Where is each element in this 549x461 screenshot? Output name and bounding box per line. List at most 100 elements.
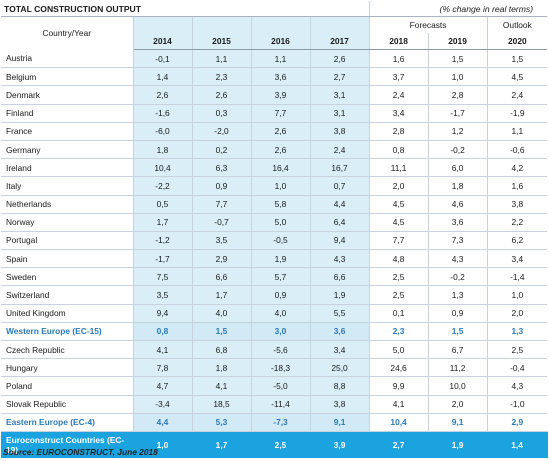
value-cell: 1,0 [251,176,311,196]
value-cell: 3,1 [310,104,370,123]
value-cell: 3,9 [251,85,311,105]
value-cell: 4,0 [192,304,252,323]
table-row: Germany 1,8 0,2 2,6 2,4 0,8 -0,2 -0,6 [1,140,548,160]
value-cell: 0,9 [251,285,311,305]
country-name: Czech Republic [1,340,134,360]
value-cell: 1,1 [487,122,548,141]
table-row: Slovak Republic -3,4 18,5 -11,4 3,8 4,1 2,0 -1,… [1,395,548,414]
value-cell: 3,6 [428,213,488,232]
value-cell: 1,9 [428,431,488,458]
value-cell: 3,6 [310,322,370,342]
value-cell: -5,6 [251,340,311,360]
value-cell: 24,6 [369,358,429,378]
value-cell: 2,0 [369,176,429,196]
table-row: France -6,0 -2,0 2,6 3,8 2,8 1,2 1,1 [1,122,548,141]
value-cell: 2,6 [192,85,252,105]
region-row: Western Europe (EC-15) 0,8 1,5 3,0 3,6 2,3 1,5… [1,322,548,342]
value-cell: 1,5 [487,49,548,69]
table-row: Denmark 2,6 2,6 3,9 3,1 2,4 2,8 2,4 [1,85,548,105]
value-cell: 3,0 [251,322,311,342]
value-cell: 0,9 [192,176,252,196]
value-cell: 16,4 [251,158,311,178]
value-cell: -0,7 [192,213,252,232]
table-row: Czech Republic 4,1 6,8 -5,6 3,4 5,0 6,7 2,5 [1,340,548,360]
country-name: Austria [1,49,134,69]
value-cell: 4,1 [192,376,252,396]
value-cell: 3,4 [310,340,370,360]
value-cell: -0,1 [133,49,193,69]
value-cell: 4,5 [369,213,429,232]
value-cell: 4,3 [428,249,488,269]
value-cell: 3,6 [251,67,311,87]
value-cell: 2,4 [310,140,370,160]
country-name: Ireland [1,158,134,178]
value-cell: 1,8 [192,358,252,378]
value-cell: 4,2 [487,158,548,178]
table-row: Ireland 10,4 6,3 16,4 16,7 11,1 6,0 4,2 [1,158,548,178]
year-header: 2017 [310,33,370,50]
value-cell: 5,5 [310,304,370,323]
value-cell: 2,0 [487,304,548,323]
country-name: Belgium [1,67,134,87]
value-cell: 1,7 [192,285,252,305]
value-cell: 7,7 [251,104,311,123]
value-cell: 4,1 [369,395,429,414]
value-cell: 3,8 [487,195,548,214]
value-cell: 2,4 [369,85,429,105]
header-row-2: 2014 2015 2016 2017 2018 2019 2020 [1,33,548,50]
value-cell: 9,9 [369,376,429,396]
value-cell: 6,4 [310,213,370,232]
value-cell: 2,6 [251,122,311,141]
value-cell: 4,4 [310,195,370,214]
value-cell: 7,7 [369,231,429,251]
value-cell: 1,3 [428,285,488,305]
value-cell: 1,4 [133,67,193,87]
value-cell: 1,0 [428,67,488,87]
year-header: 2020 [487,33,548,50]
value-cell: -0,6 [487,140,548,160]
value-cell: 0,7 [310,176,370,196]
table-row: Switzerland 3,5 1,7 0,9 1,9 2,5 1,3 1,0 [1,285,548,305]
country-name: Spain [1,249,134,269]
table-row: Austria -0,1 1,1 1,1 2,6 1,6 1,5 1,5 [1,49,548,69]
table-row: Hungary 7,8 1,8 -18,3 25,0 24,6 11,2 -0,4 [1,358,548,378]
value-cell: 0,8 [369,140,429,160]
table-row: Belgium 1,4 2,3 3,6 2,7 3,7 1,0 4,5 [1,67,548,87]
country-name: Euroconstruct Countries (EC-19) [1,431,134,458]
value-cell: -1,0 [487,395,548,414]
country-name: Western Europe (EC-15) [1,322,134,342]
country-name: Switzerland [1,285,134,305]
total-row: Euroconstruct Countries (EC-19) 1,0 1,7 2,5… [1,431,548,458]
value-cell: 6,7 [428,340,488,360]
value-cell: -0,2 [428,140,488,160]
value-cell: 4,7 [133,376,193,396]
value-cell: -6,0 [133,122,193,141]
value-cell: 3,8 [310,395,370,414]
table-subtitle: (% change in real terms) [369,1,548,17]
country-year-header: Country/Year [1,16,134,50]
country-name: Denmark [1,85,134,105]
table-row: Portugal -1,2 3,5 -0,5 9,4 7,7 7,3 6,2 [1,231,548,251]
value-cell: 4,3 [487,376,548,396]
value-cell: 7,3 [428,231,488,251]
value-cell: -0,2 [428,267,488,287]
value-cell: -0,5 [251,231,311,251]
value-cell: 2,9 [192,249,252,269]
value-cell: 3,4 [369,104,429,123]
forecasts-header: Forecasts [369,16,488,33]
value-cell: -18,3 [251,358,311,378]
value-cell: 1,6 [487,176,548,196]
value-cell: 3,9 [310,431,370,458]
country-name: Portugal [1,231,134,251]
value-cell: 1,9 [310,285,370,305]
value-cell: 2,8 [428,85,488,105]
value-cell: 1,6 [369,49,429,69]
table-title: TOTAL CONSTRUCTION OUTPUT [1,1,370,17]
country-name: Norway [1,213,134,232]
table-row: Norway 1,7 -0,7 5,0 6,4 4,5 3,6 2,2 [1,213,548,232]
value-cell: 2,6 [251,140,311,160]
value-cell: 4,3 [310,249,370,269]
value-cell: 4,5 [487,67,548,87]
value-cell: 6,0 [428,158,488,178]
value-cell: 2,8 [369,122,429,141]
